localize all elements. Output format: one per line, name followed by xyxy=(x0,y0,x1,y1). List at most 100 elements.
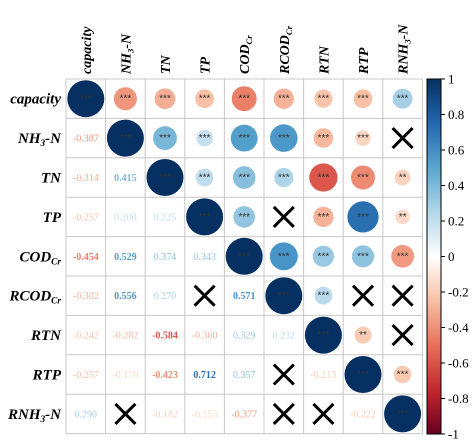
row-label: TP xyxy=(43,210,62,226)
correlation-value: -0.257 xyxy=(73,212,99,223)
nonsignificant-mark xyxy=(351,284,375,307)
row-label: RCODCr xyxy=(8,289,61,307)
significance-stars: *** xyxy=(199,94,211,105)
column-label: RTP xyxy=(357,47,372,75)
significance-stars: *** xyxy=(318,133,330,144)
significance-stars: *** xyxy=(318,212,330,223)
nonsignificant-mark xyxy=(272,402,295,425)
correlation-value: 0.225 xyxy=(154,212,177,223)
correlation-circle xyxy=(309,163,338,192)
significance-stars: *** xyxy=(199,173,211,184)
correlation-circle xyxy=(67,80,105,118)
correlation-circle xyxy=(265,277,303,315)
correlation-circle xyxy=(186,198,224,236)
colorbar-tick-label: -0.6 xyxy=(448,356,469,371)
correlation-circle xyxy=(395,209,410,225)
column-label: TN xyxy=(159,54,174,74)
correlation-circle xyxy=(195,89,214,109)
correlation-value: -0.584 xyxy=(152,331,178,342)
correlation-value: 0.374 xyxy=(154,252,177,263)
colorbar-tick-label: -0.8 xyxy=(448,391,469,406)
significance-stars: *** xyxy=(357,212,369,223)
significance-stars: *** xyxy=(238,251,250,262)
correlation-value: -0.454 xyxy=(73,252,99,263)
correlation-circle xyxy=(350,165,376,190)
significance-stars: *** xyxy=(318,291,330,302)
correlation-circle xyxy=(273,88,294,109)
correlation-circle xyxy=(344,356,382,393)
correlation-value: -0.282 xyxy=(112,331,138,342)
correlation-value: 0.529 xyxy=(114,252,137,263)
colorbar-tick-label: 1 xyxy=(448,72,455,87)
correlation-circle xyxy=(355,130,371,146)
significance-stars: *** xyxy=(278,251,290,262)
correlation-value: 0.200 xyxy=(114,212,137,223)
significance-stars: *** xyxy=(357,173,369,184)
nonsignificant-mark xyxy=(312,402,335,425)
correlation-value: 0.290 xyxy=(75,409,98,420)
correlation-circle xyxy=(153,126,177,151)
correlation-circle xyxy=(196,129,213,147)
correlation-value: -0.222 xyxy=(350,409,376,420)
colorbar: 1 0.8 0.6 0.4 0.2 0 -0.2 -0.4 -0.6 -0.8 -1 xyxy=(426,72,469,442)
row-label: RTP xyxy=(32,368,62,384)
significance-stars: ** xyxy=(399,173,407,184)
correlation-circle xyxy=(113,87,137,111)
correlation-circle xyxy=(146,159,184,196)
nonsignificant-mark xyxy=(391,127,414,150)
correlation-circle xyxy=(269,242,298,271)
significance-stars: *** xyxy=(318,251,330,262)
correlation-circle xyxy=(394,169,411,186)
correlation-value: 0.571 xyxy=(233,291,256,302)
significance-stars: *** xyxy=(397,409,409,420)
matrix-grid xyxy=(65,78,423,435)
significance-stars: *** xyxy=(357,251,369,262)
column-label: capacity xyxy=(80,26,95,74)
significance-stars: *** xyxy=(238,94,250,105)
correlation-value: -0.302 xyxy=(73,291,99,302)
significance-stars: *** xyxy=(199,212,211,223)
correlation-circle xyxy=(233,206,256,228)
correlation-circle xyxy=(312,245,335,267)
row-label: TN xyxy=(41,171,62,187)
column-labels: capacity NH3-N TN TP CODCr RCODCr RTN RTP RNH3-N xyxy=(80,24,413,75)
column-label: TP xyxy=(199,56,214,74)
colorbar-tick-label: 0.8 xyxy=(448,107,464,122)
correlation-circle xyxy=(106,119,144,157)
correlation-value: 0.357 xyxy=(233,370,256,381)
correlation-value: -0.423 xyxy=(152,370,178,381)
significance-stars: *** xyxy=(357,133,369,144)
correlation-value: 0.343 xyxy=(193,252,216,263)
correlation-circle xyxy=(231,86,257,112)
correlation-value: -0.314 xyxy=(73,173,99,184)
significance-stars: *** xyxy=(278,173,290,184)
correlation-circle xyxy=(314,89,333,108)
correlation-value: 0.329 xyxy=(233,331,256,342)
correlation-circle xyxy=(313,128,334,148)
significance-stars: ** xyxy=(399,212,407,223)
correlation-circle xyxy=(354,326,372,344)
nonsignificant-mark xyxy=(391,324,414,347)
significance-stars: *** xyxy=(199,133,211,144)
correlation-value: -0.257 xyxy=(73,370,99,381)
colorbar-rect xyxy=(426,78,442,435)
correlation-circle xyxy=(384,395,422,433)
significance-stars: *** xyxy=(318,94,330,105)
row-label: capacity xyxy=(10,92,61,108)
correlation-circle xyxy=(304,316,342,354)
nonsignificant-mark xyxy=(272,205,295,228)
correlation-circle xyxy=(225,237,263,275)
row-label: RTN xyxy=(30,328,62,344)
significance-stars: *** xyxy=(397,251,409,262)
column-label: CODCr xyxy=(238,35,254,74)
correlation-value: 0.415 xyxy=(114,173,137,184)
correlation-value: -0.213 xyxy=(310,370,336,381)
colorbar-tick-label: -1 xyxy=(448,427,459,442)
correlation-circle xyxy=(393,365,412,384)
colorbar-tick-label: -0.2 xyxy=(448,285,469,300)
correlation-circle xyxy=(351,245,375,268)
correlation-circle xyxy=(270,124,298,152)
significance-stars: *** xyxy=(238,173,250,184)
correlation-value: -0.300 xyxy=(192,331,218,342)
significance-stars: *** xyxy=(120,133,132,144)
